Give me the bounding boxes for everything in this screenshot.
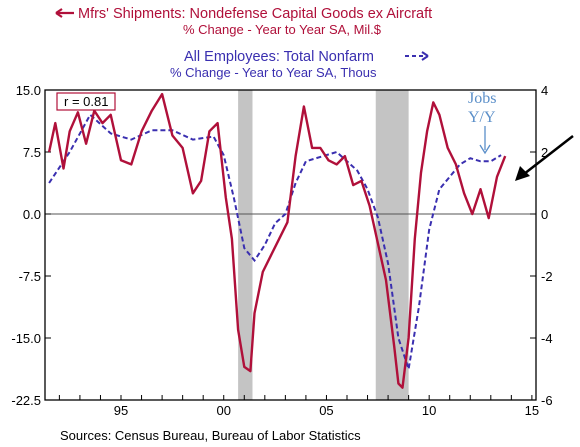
series-2-subtitle: % Change - Year to Year SA, Thous: [170, 65, 377, 80]
x-tick-label: 95: [114, 403, 128, 418]
series-shipments-line: [47, 92, 507, 389]
plot-frame: [44, 89, 537, 401]
recession-bar-2: [375, 90, 409, 400]
series-employment-line: [48, 113, 502, 370]
jobs-label-line2: Y/Y: [468, 109, 496, 126]
recession-shading: [238, 90, 409, 400]
left-tick-label: -22.5: [11, 393, 41, 408]
x-axis: 95 00 05 10 15: [58, 395, 539, 418]
callout-arrow: [515, 135, 574, 181]
jobs-label-line1: Jobs: [468, 90, 496, 107]
left-tick-label: 15.0: [16, 83, 41, 98]
right-axis: 4 2 0 -2 -4 -6: [530, 83, 553, 408]
recession-bar-1: [238, 90, 253, 400]
right-tick-label: 4: [541, 83, 548, 98]
legend-series-2: All Employees: Total Nonfarm % Change - …: [170, 49, 429, 80]
correlation-label: r = 0.81: [64, 94, 108, 109]
x-tick-label: 00: [216, 403, 230, 418]
series-1-subtitle: % Change - Year to Year SA, Mil.$: [183, 22, 382, 37]
right-tick-label: -2: [541, 269, 553, 284]
right-tick-label: 0: [541, 207, 548, 222]
right-tick-label: -4: [541, 331, 553, 346]
jobs-pointer-head: [479, 144, 491, 155]
left-axis: 15.0 7.5 0.0 -7.5 -15.0 -22.5: [11, 83, 51, 408]
left-tick-label: 0.0: [23, 207, 41, 222]
x-tick-label: 15: [525, 403, 539, 418]
series-1-name: Mfrs' Shipments: Nondefense Capital Good…: [78, 6, 432, 22]
left-tick-label: -7.5: [19, 269, 41, 284]
right-tick-label: -6: [541, 393, 553, 408]
x-tick-label: 05: [319, 403, 333, 418]
left-tick-label: 7.5: [23, 145, 41, 160]
source-note: Sources: Census Bureau, Bureau of Labor …: [60, 428, 361, 443]
right-tick-label: 2: [541, 145, 548, 160]
left-tick-label: -15.0: [11, 331, 41, 346]
x-tick-label: 10: [422, 403, 436, 418]
series-2-name: All Employees: Total Nonfarm: [184, 49, 374, 65]
legend-series-1: Mfrs' Shipments: Nondefense Capital Good…: [55, 6, 432, 37]
correlation-box: r = 0.81: [56, 92, 116, 111]
